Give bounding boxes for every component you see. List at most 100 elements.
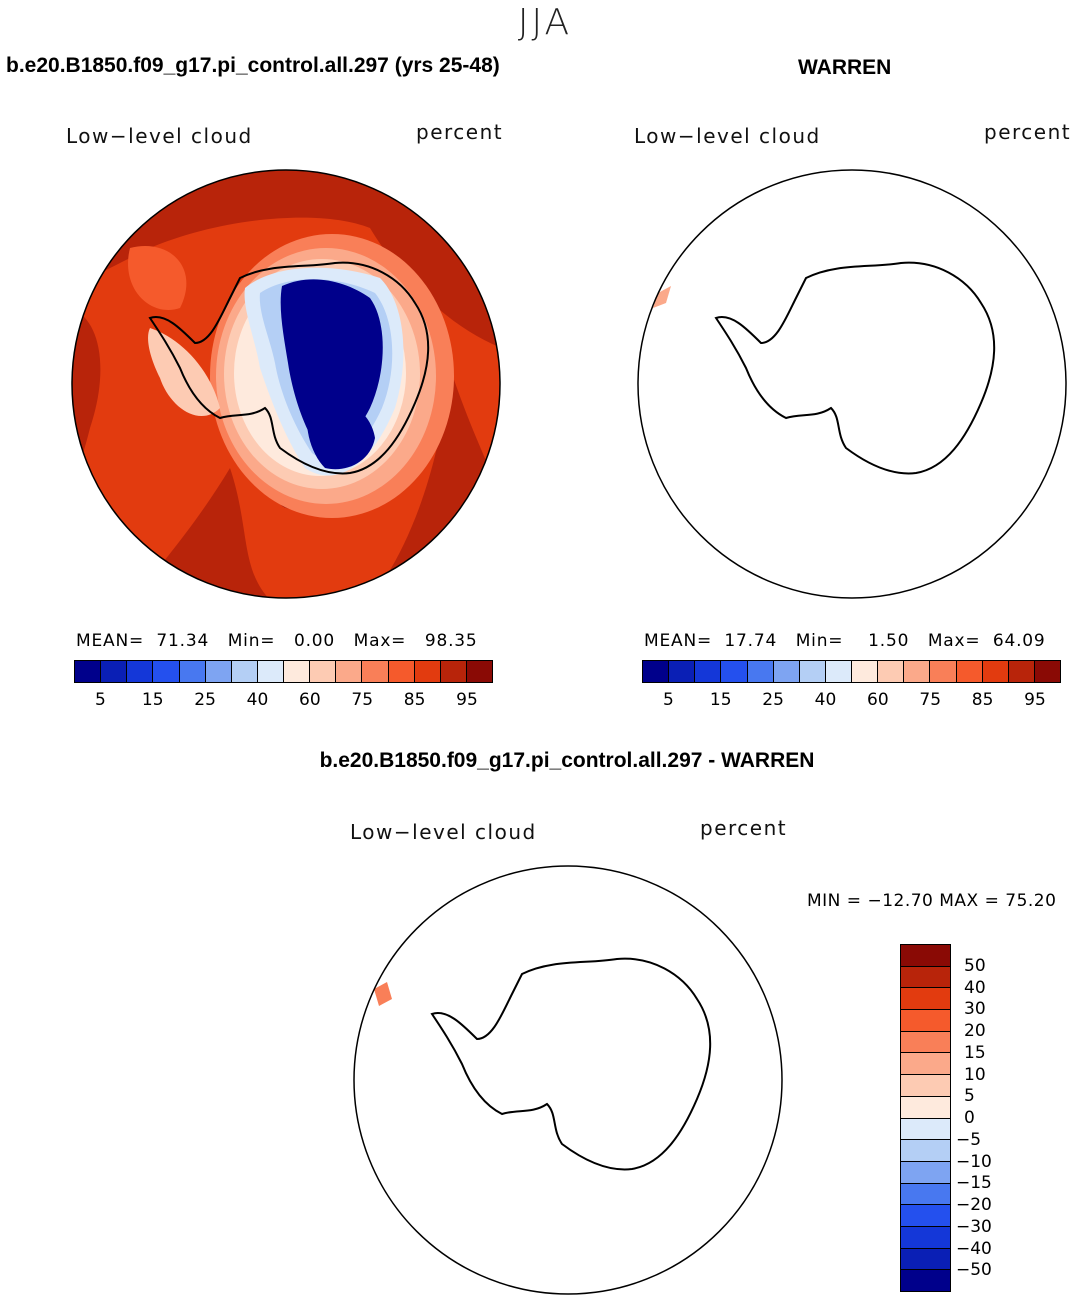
diff-colorbar-tick-label: 15 <box>964 1042 986 1063</box>
diff-variable-label: Low−level cloud <box>350 820 537 844</box>
left-colorbar-swatch <box>75 661 102 682</box>
right-colorbar-tick-label: 75 <box>919 690 942 710</box>
diff-colorbar-tick-label: 40 <box>964 977 986 998</box>
right-polar-map <box>637 169 1067 599</box>
left-polar-map <box>71 169 501 599</box>
diff-colorbar-swatch <box>901 1010 950 1032</box>
left-colorbar-swatch <box>127 661 154 682</box>
left-colorbar-swatch <box>414 661 441 682</box>
antarctica-coastline <box>430 957 712 1171</box>
right-colorbar-swatch <box>982 661 1009 682</box>
peninsula-contour <box>148 328 220 417</box>
diff-panel-title: b.e20.B1850.f09_g17.pi_control.all.297 -… <box>319 749 815 772</box>
left-colorbar-swatch <box>231 661 258 682</box>
cloud-minimum-lobe <box>306 397 375 470</box>
map-boundary <box>353 865 783 1295</box>
cloud-minimum-plateau <box>280 279 383 447</box>
left-colorbar-swatch <box>153 661 180 682</box>
right-colorbar-ticks: 5 15 25 40 60 75 85 95 <box>642 690 1061 712</box>
diff-colorbar-swatch <box>901 1053 950 1076</box>
right-colorbar-swatch <box>904 661 931 682</box>
right-colorbar-swatch <box>1034 661 1060 682</box>
left-colorbar-tick-label: 15 <box>141 690 164 710</box>
diff-colorbar-tick-label: 0 <box>964 1108 975 1128</box>
diff-colorbar-tick-label: 10 <box>964 1064 986 1085</box>
left-colorbar <box>74 660 493 683</box>
left-variable-label: Low−level cloud <box>66 124 253 148</box>
season-title: JJA <box>517 2 573 43</box>
left-colorbar-swatch <box>101 661 128 682</box>
diff-colorbar-swatch <box>901 1183 950 1206</box>
right-colorbar-tick-label: 5 <box>662 690 674 710</box>
right-colorbar-swatch <box>669 661 696 682</box>
right-colorbar-swatch <box>799 661 826 682</box>
diff-colorbar-tick-label: −30 <box>956 1216 992 1237</box>
right-panel-title: WARREN <box>798 56 892 79</box>
diff-colorbar-swatch <box>901 966 950 989</box>
right-colorbar-swatch <box>1008 661 1035 682</box>
right-colorbar <box>642 660 1061 683</box>
diff-colorbar-swatch <box>901 1118 950 1141</box>
right-colorbar-swatch <box>852 661 879 682</box>
diff-colorbar-tick-label: −40 <box>956 1238 992 1259</box>
sparse-data-cell <box>653 286 671 308</box>
diff-colorbar-swatch <box>901 1270 950 1291</box>
right-colorbar-swatch <box>956 661 983 682</box>
diff-units-label: percent <box>700 816 788 840</box>
diff-colorbar-tick-label: 50 <box>964 955 986 976</box>
left-colorbar-swatch <box>388 661 415 682</box>
right-colorbar-tick-label: 15 <box>709 690 732 710</box>
diff-colorbar-swatch <box>901 1161 950 1184</box>
right-units-label: percent <box>984 120 1072 144</box>
right-colorbar-swatch <box>721 661 748 682</box>
left-panel-title: b.e20.B1850.f09_g17.pi_control.all.297 (… <box>6 54 500 77</box>
diff-colorbar-tick-label: 30 <box>964 999 986 1020</box>
left-colorbar-ticks: 5 15 25 40 60 75 85 95 <box>74 690 493 712</box>
map-boundary <box>637 169 1067 599</box>
left-colorbar-swatch <box>336 661 363 682</box>
left-units-label: percent <box>416 120 504 144</box>
right-colorbar-swatch <box>695 661 722 682</box>
cloud-band-north <box>72 170 500 348</box>
right-variable-label: Low−level cloud <box>634 124 821 148</box>
left-colorbar-swatch <box>440 661 467 682</box>
left-stats: MEAN= 71.34 Min= 0.00 Max= 98.35 <box>76 631 478 651</box>
diff-colorbar-tick-label: −50 <box>956 1260 992 1281</box>
left-colorbar-swatch <box>205 661 232 682</box>
left-colorbar-tick-label: 40 <box>246 690 269 710</box>
diff-colorbar-tick-label: −15 <box>956 1173 992 1194</box>
right-colorbar-swatch <box>930 661 957 682</box>
right-stats: MEAN= 17.74 Min= 1.50 Max= 64.09 <box>644 631 1046 651</box>
right-colorbar-swatch <box>825 661 852 682</box>
diff-colorbar-swatch <box>901 1096 950 1119</box>
diff-colorbar-ticks: 50 40 30 20 15 10 5 0 −5 −10 −15 −20 −30 −40 −50 <box>956 944 1056 1292</box>
right-colorbar-tick-label: 60 <box>867 690 889 710</box>
right-colorbar-tick-label: 40 <box>814 690 837 710</box>
right-colorbar-tick-label: 25 <box>762 690 784 710</box>
diff-colorbar-swatch <box>901 1075 950 1097</box>
left-colorbar-tick-label: 5 <box>94 690 106 710</box>
right-colorbar-tick-label: 95 <box>1024 690 1046 710</box>
diff-colorbar-swatch <box>901 1140 950 1162</box>
right-colorbar-swatch <box>747 661 774 682</box>
diff-colorbar-tick-label: −20 <box>956 1195 992 1215</box>
cloud-patch-nw <box>128 246 187 310</box>
diff-colorbar-swatch <box>901 945 950 967</box>
diff-colorbar-tick-label: −10 <box>956 1151 992 1172</box>
diff-colorbar <box>900 944 951 1292</box>
diff-colorbar-tick-label: 5 <box>964 1086 975 1107</box>
right-colorbar-swatch <box>878 661 905 682</box>
left-colorbar-tick-label: 60 <box>299 690 321 710</box>
left-colorbar-swatch <box>257 661 284 682</box>
left-colorbar-tick-label: 25 <box>194 690 216 710</box>
antarctica-coastline <box>714 261 996 475</box>
diff-colorbar-swatch <box>901 1205 950 1227</box>
left-colorbar-swatch <box>179 661 206 682</box>
diff-polar-map <box>353 865 783 1295</box>
right-colorbar-tick-label: 85 <box>971 690 994 710</box>
left-colorbar-swatch <box>466 661 492 682</box>
diff-colorbar-swatch <box>901 1226 950 1249</box>
diff-colorbar-swatch <box>901 1248 950 1271</box>
diff-colorbar-swatch <box>901 988 950 1011</box>
right-colorbar-swatch <box>773 661 800 682</box>
